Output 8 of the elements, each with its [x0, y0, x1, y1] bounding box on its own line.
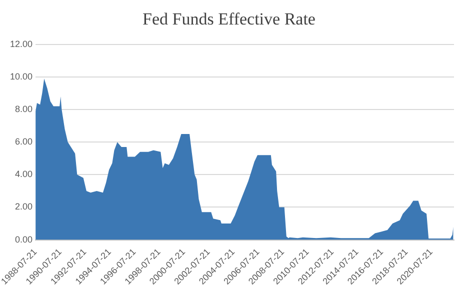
y-tick-label: 4.00: [15, 169, 33, 180]
y-tick-label: 6.00: [15, 136, 33, 147]
y-tick-label: 0.00: [15, 234, 33, 244]
chart-title: Fed Funds Effective Rate: [142, 10, 316, 29]
y-tick-label: 8.00: [15, 104, 33, 114]
y-tick-label: 10.00: [10, 71, 33, 82]
y-tick-label: 2.00: [15, 202, 33, 212]
y-tick-label: 12.00: [10, 38, 33, 49]
